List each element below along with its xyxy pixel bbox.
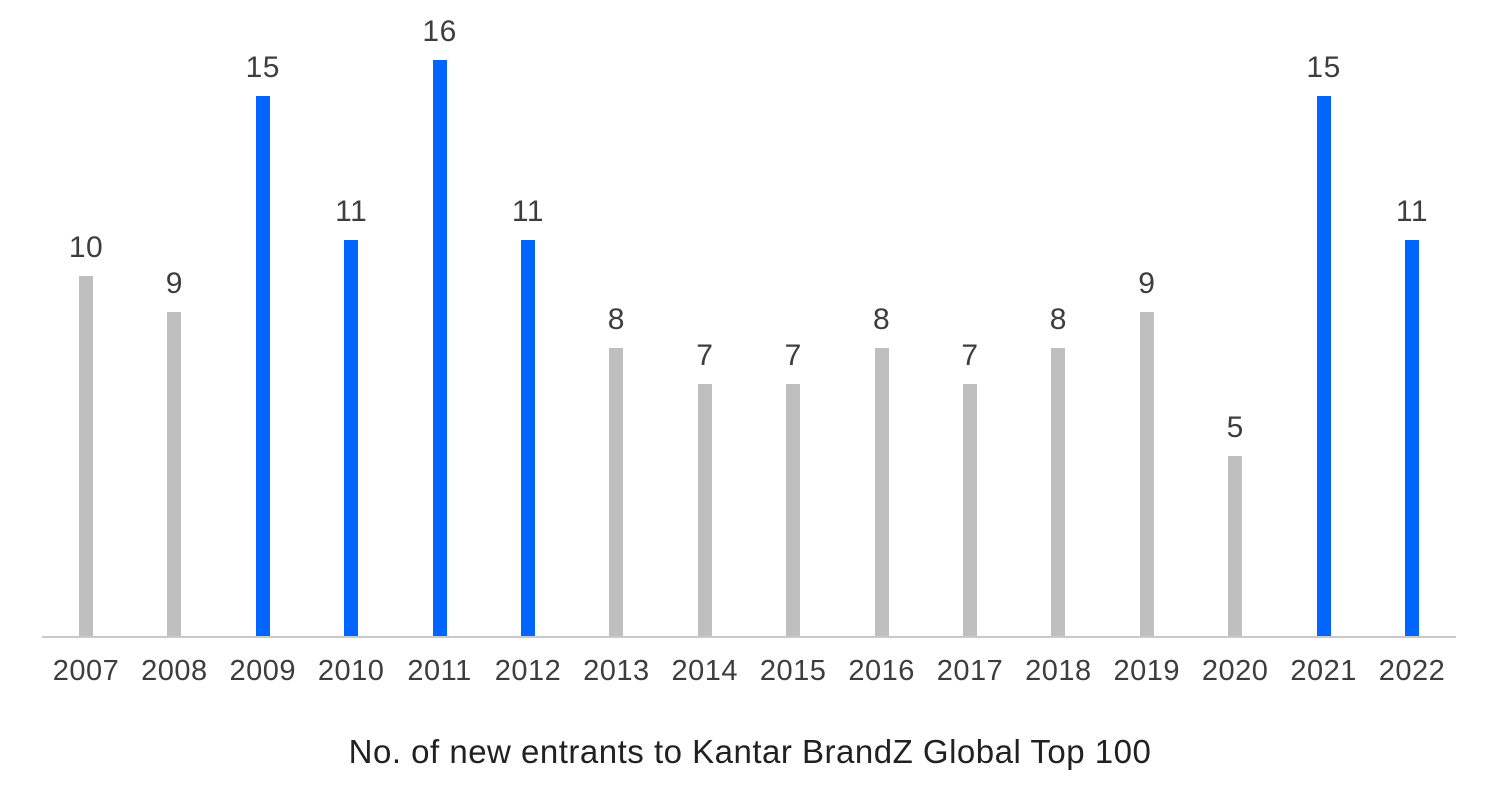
value-label-2014: 7 bbox=[696, 339, 714, 372]
x-tick-label-2010: 2010 bbox=[317, 655, 385, 687]
bar-2012 bbox=[521, 240, 535, 636]
x-tick-label-2021: 2021 bbox=[1290, 655, 1357, 687]
x-tick-label-2007: 2007 bbox=[52, 655, 120, 687]
bar-2010 bbox=[344, 240, 359, 636]
x-tick-label-2017: 2017 bbox=[936, 655, 1004, 687]
x-axis-line bbox=[42, 636, 1456, 638]
x-tick-label-2013: 2013 bbox=[583, 655, 650, 687]
value-label-2022: 11 bbox=[1395, 195, 1429, 228]
value-label-2012: 11 bbox=[511, 195, 545, 228]
value-label-2007: 10 bbox=[68, 231, 104, 264]
bar-2020 bbox=[1228, 456, 1243, 636]
value-label-2019: 9 bbox=[1138, 267, 1156, 300]
x-tick-label-2008: 2008 bbox=[141, 655, 208, 687]
value-label-2020: 5 bbox=[1226, 411, 1244, 444]
bar-2019 bbox=[1139, 312, 1154, 636]
x-tick-label-2020: 2020 bbox=[1201, 655, 1269, 687]
bar-2021 bbox=[1316, 96, 1331, 636]
bar-2008 bbox=[167, 312, 182, 636]
value-label-2010: 11 bbox=[335, 195, 368, 228]
value-label-2008: 9 bbox=[165, 267, 183, 300]
x-tick-label-2009: 2009 bbox=[229, 655, 297, 687]
value-label-2018: 8 bbox=[1049, 303, 1067, 336]
value-label-2013: 8 bbox=[607, 303, 625, 336]
value-label-2016: 8 bbox=[873, 303, 891, 336]
x-tick-label-2019: 2019 bbox=[1113, 655, 1181, 687]
bar-2014 bbox=[697, 384, 712, 636]
x-tick-label-2011: 2011 bbox=[407, 655, 472, 687]
value-label-2015: 7 bbox=[784, 339, 802, 372]
x-tick-label-2014: 2014 bbox=[671, 655, 739, 687]
bar-2016 bbox=[874, 348, 889, 636]
bar-2009 bbox=[255, 96, 270, 636]
x-tick-label-2018: 2018 bbox=[1025, 655, 1092, 687]
value-label-2021: 15 bbox=[1306, 51, 1341, 84]
bar-2018 bbox=[1051, 348, 1066, 636]
value-label-2017: 7 bbox=[961, 339, 979, 372]
x-tick-label-2022: 2022 bbox=[1378, 655, 1446, 687]
value-label-2011: 16 bbox=[422, 15, 457, 48]
bar-2017 bbox=[963, 384, 977, 636]
bar-2007 bbox=[79, 276, 93, 636]
bar-2011 bbox=[432, 60, 447, 636]
value-label-2009: 15 bbox=[245, 51, 280, 84]
x-tick-label-2016: 2016 bbox=[848, 655, 915, 687]
bar-2022 bbox=[1405, 240, 1419, 636]
bar-2013 bbox=[609, 348, 624, 636]
x-tick-label-2012: 2012 bbox=[494, 655, 562, 687]
bar-2015 bbox=[786, 384, 801, 636]
chart-caption: No. of new entrants to Kantar BrandZ Glo… bbox=[348, 733, 1152, 770]
x-tick-label-2015: 2015 bbox=[759, 655, 827, 687]
